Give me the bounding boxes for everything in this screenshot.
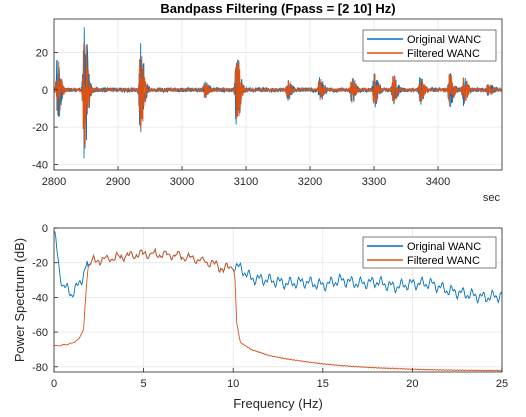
top-series-filtered-wanc-line: [54, 42, 502, 149]
top-legend-label-original: Original WANC: [407, 34, 481, 46]
ax0-x-tick-label: 3400: [426, 176, 450, 188]
frequency-domain-axes: 0 5 10 15 20 25 -80 -60 -40 -20 0 Frequency (Hz) P…: [12, 223, 508, 411]
ax1-x-tick-label: 20: [406, 378, 418, 390]
time-domain-axes: 2800 2900 3000 3100 3200 3300 3400 -40 -20 0 20 Ba…: [32, 1, 503, 204]
bottom-legend: Original WANC Filtered WANC: [362, 236, 497, 269]
bottom-series-lines: [54, 231, 502, 372]
ax1-x-tick-label: 10: [227, 378, 239, 390]
ax0-y-tick-label: 20: [36, 48, 48, 60]
bottom-x-axis-label: Frequency (Hz): [233, 396, 323, 411]
ax1-y-tick-label: -40: [32, 292, 48, 304]
ax0-y-tick-label: -20: [32, 122, 48, 134]
bottom-ticks: 0 5 10 15 20 25 -80 -60 -40 -20 0: [32, 223, 508, 390]
ax1-x-tick-label: 15: [317, 378, 329, 390]
ax0-y-tick-label: 0: [42, 85, 48, 97]
top-legend-label-filtered: Filtered WANC: [407, 48, 480, 60]
ax1-y-tick-label: -20: [32, 258, 48, 270]
ax0-x-tick-label: 3000: [170, 176, 194, 188]
top-legend: Original WANC Filtered WANC: [362, 29, 497, 62]
ax0-x-tick-label: 2900: [106, 176, 130, 188]
ax0-x-tick-label: 2800: [42, 176, 66, 188]
bottom-series-filtered-wanc-line: [54, 247, 502, 372]
ax1-x-tick-label: 25: [496, 378, 508, 390]
ax0-x-tick-label: 3300: [362, 176, 386, 188]
ax0-y-tick-label: -40: [32, 159, 48, 171]
top-chart-title: Bandpass Filtering (Fpass = [2 10] Hz): [160, 1, 395, 16]
bottom-axes-box: [53, 227, 503, 373]
top-series-lines: [54, 27, 502, 159]
ax0-x-tick-label: 3200: [298, 176, 322, 188]
bottom-legend-label-original: Original WANC: [407, 241, 481, 253]
top-axes-box: [53, 18, 503, 171]
ax1-x-tick-label: 0: [51, 378, 57, 390]
bottom-legend-label-filtered: Filtered WANC: [407, 255, 480, 267]
top-legend-box: [362, 29, 497, 62]
top-ticks: 2800 2900 3000 3100 3200 3300 3400 -40 -20 0 20: [32, 48, 450, 188]
ax0-x-tick-label: 3100: [234, 176, 258, 188]
ax1-y-tick-label: 0: [42, 223, 48, 235]
ax1-y-tick-label: -80: [32, 362, 48, 374]
top-x-axis-label: sec: [483, 192, 501, 204]
bottom-legend-box: [362, 236, 497, 269]
bottom-y-axis-label: Power Spectrum (dB): [12, 238, 27, 362]
ax1-x-tick-label: 5: [141, 378, 147, 390]
ax1-y-tick-label: -60: [32, 327, 48, 339]
